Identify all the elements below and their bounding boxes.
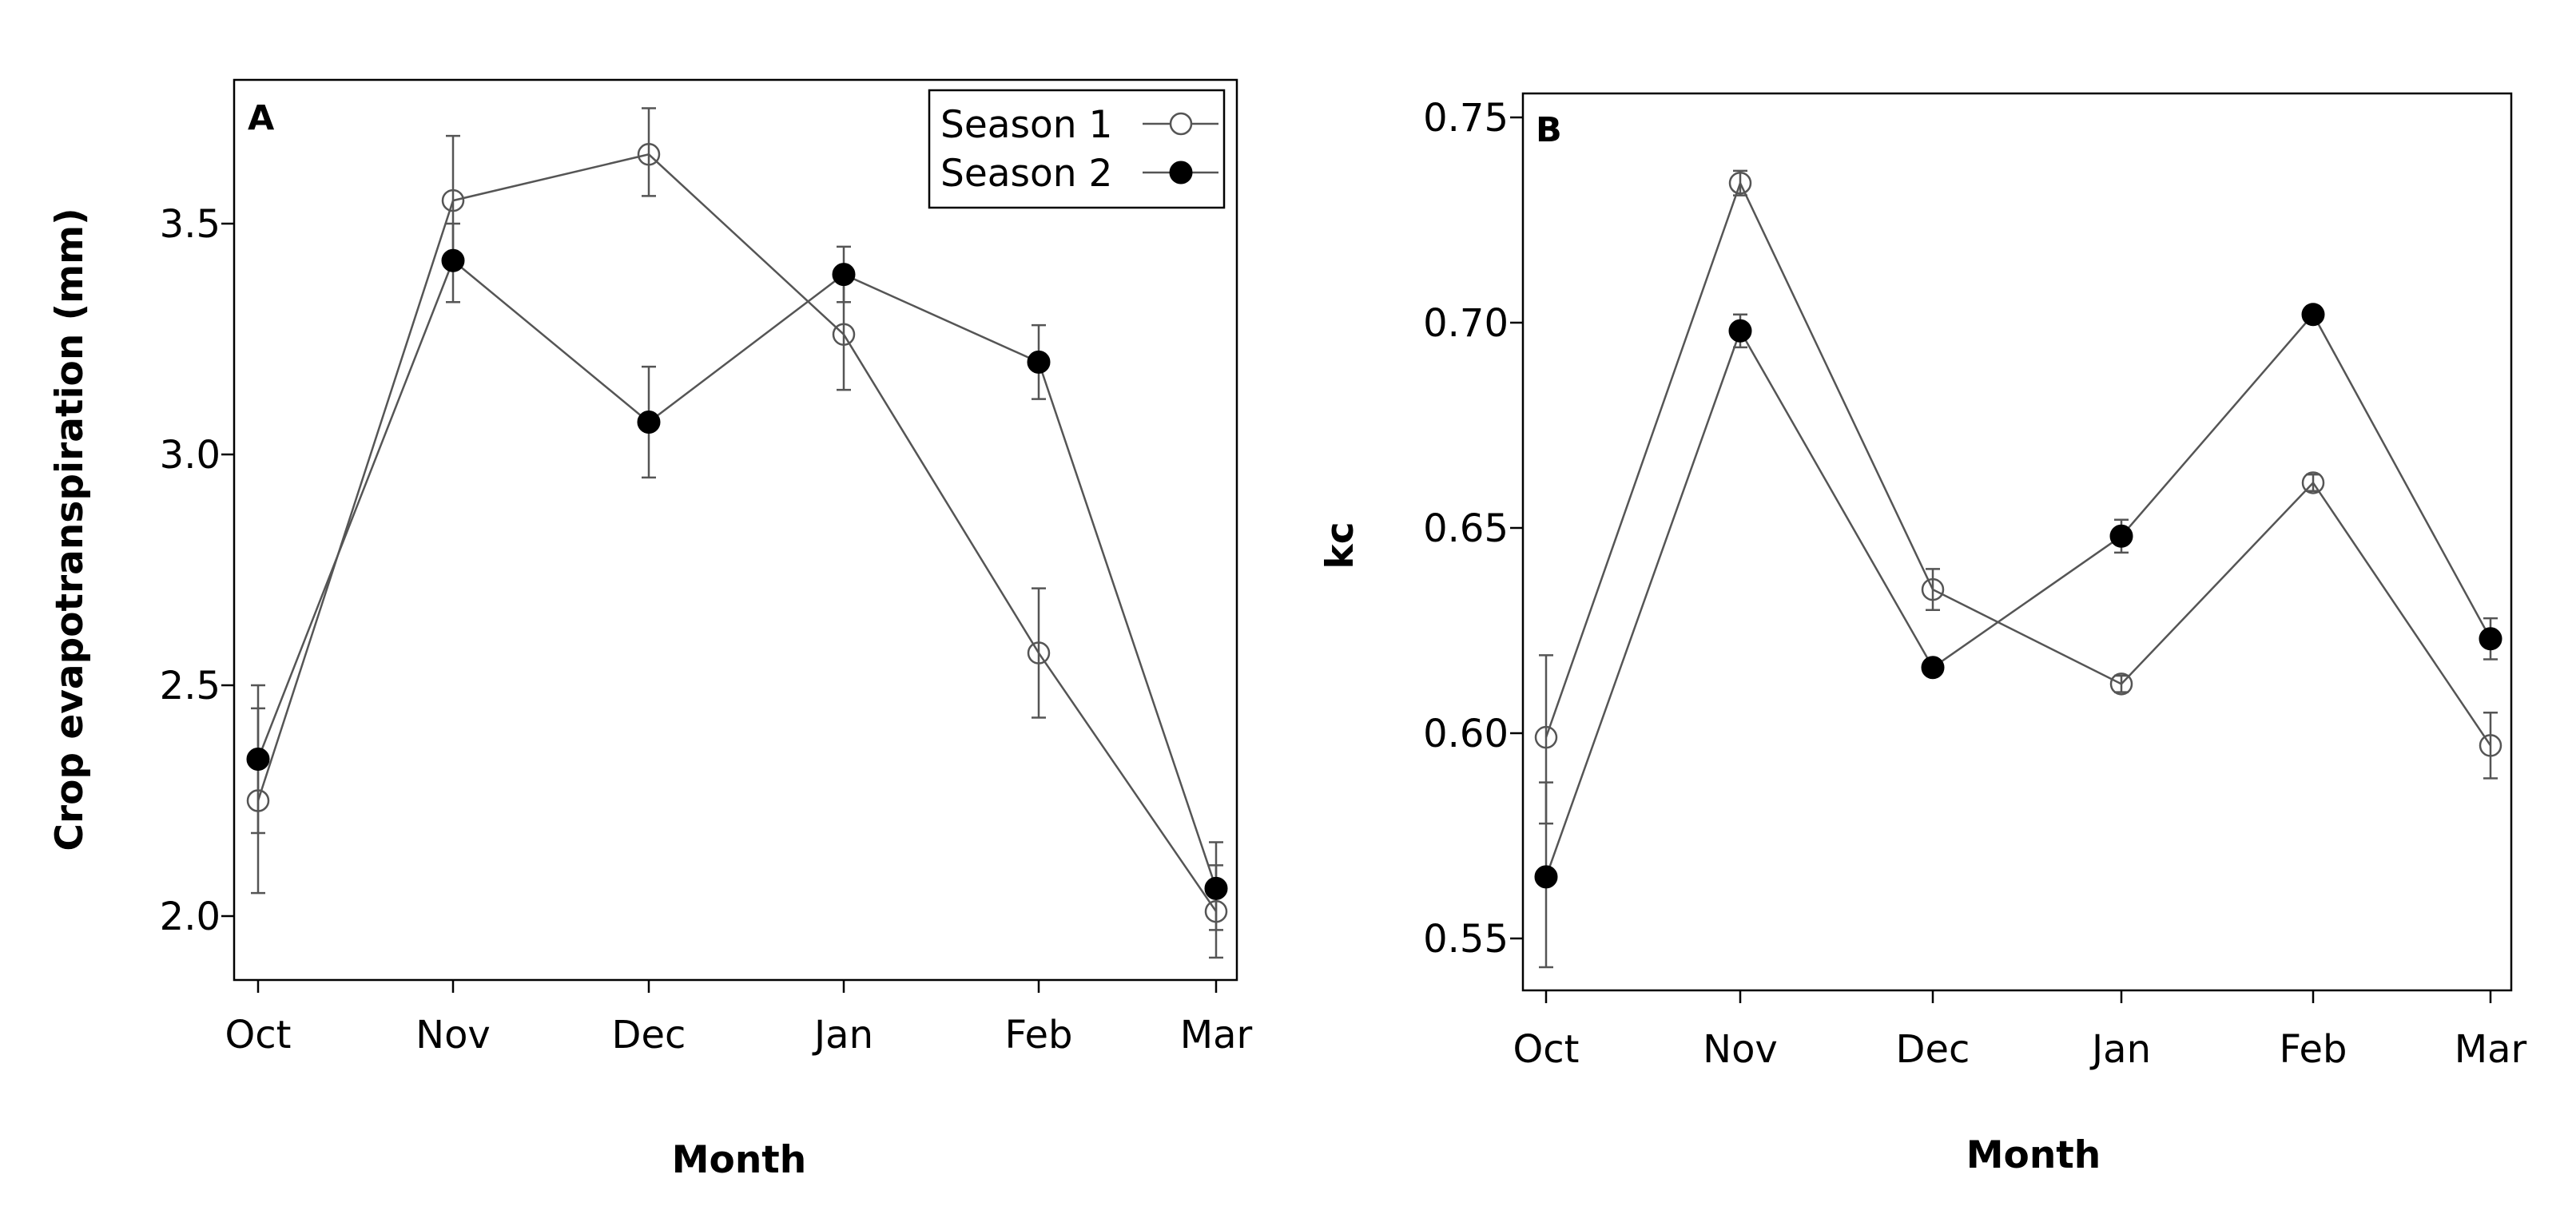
panel-a-y-axis: 2.0 2.5 3.0 3.5 [160, 202, 234, 939]
data-point-season-2 [1921, 656, 1945, 680]
panel-b-series [1534, 169, 2502, 969]
data-point-season-1 [2109, 672, 2133, 696]
data-point-season-1 [1027, 641, 1051, 665]
y-tick-label: 0.75 [1423, 96, 1509, 141]
data-point-season-2 [1204, 876, 1228, 900]
data-point-season-2 [1027, 350, 1051, 374]
data-point-season-1 [246, 789, 270, 812]
panel-b-x-axis: Oct Nov Dec Jan Feb Mar [1513, 990, 2527, 1072]
data-point-season-1 [832, 323, 856, 346]
data-point-season-1 [1921, 577, 1945, 601]
y-tick-label: 2.0 [160, 895, 221, 939]
data-point-season-1 [1728, 171, 1752, 195]
panel-a-y-title: Crop evapotranspiration (mm) [48, 208, 92, 851]
x-tick-label: Feb [2280, 1027, 2347, 1072]
y-tick-label: 3.5 [160, 202, 221, 247]
data-point-season-2 [2479, 627, 2502, 651]
panel-b-x-title: Month [1966, 1133, 2101, 1177]
series-line-season-2 [1544, 312, 2492, 878]
panel-b-chart: B 0.55 0.60 0.65 0.70 0.75 Oct Nov Dec Jan Feb Ma… [1318, 92, 2527, 1177]
panel-a-plot-frame [233, 78, 1238, 982]
y-tick-label: 0.70 [1423, 301, 1509, 346]
data-point-season-1 [1204, 899, 1228, 923]
data-point-season-1 [637, 143, 661, 166]
legend-label-season-1: Season 1 [940, 103, 1112, 147]
panel-b-plot-frame [1521, 92, 2513, 992]
panel-a-chart: A 2.02.53.03.5 Oct Nov Dec Jan Feb Mar Month … [48, 78, 1253, 1182]
series-line-season-1 [256, 153, 1218, 912]
data-point-season-2 [637, 411, 661, 434]
series-line-season-1 [1544, 180, 2492, 747]
legend-box [928, 89, 1226, 209]
panel-b-y-title: kc [1318, 522, 1362, 569]
legend: Season 1 Season 2 [928, 89, 1226, 209]
x-tick-label: Dec [1896, 1027, 1970, 1072]
legend-marker-season-1 [1169, 112, 1193, 136]
data-point-season-2 [1728, 319, 1752, 343]
legend-marker-season-2 [1169, 161, 1193, 184]
data-point-season-2 [1534, 865, 1558, 889]
data-point-season-1 [1534, 725, 1558, 749]
y-tick-label: 3.0 [160, 433, 221, 478]
x-tick-label: Jan [812, 1013, 873, 1057]
x-tick-label: Oct [225, 1013, 292, 1057]
panel-b-label: B [1536, 110, 1562, 150]
series-line-season-2 [256, 259, 1218, 889]
panel-a-series [246, 107, 1228, 959]
data-point-season-2 [441, 248, 465, 272]
x-tick-label: Feb [1005, 1013, 1073, 1057]
x-tick-label: Dec [612, 1013, 686, 1057]
panel-a-x-axis: Oct Nov Dec Jan Feb Mar [225, 980, 1253, 1057]
x-tick-label: Nov [415, 1013, 491, 1057]
x-tick-label: Jan [2089, 1027, 2151, 1072]
data-point-season-2 [246, 747, 270, 771]
x-tick-label: Mar [1180, 1013, 1253, 1057]
y-tick-label: 0.55 [1423, 917, 1509, 962]
x-tick-label: Oct [1513, 1027, 1580, 1072]
data-point-season-2 [832, 263, 856, 287]
panel-a-x-title: Month [672, 1138, 806, 1182]
data-point-season-2 [2301, 303, 2325, 327]
data-point-season-1 [441, 188, 465, 212]
legend-label-season-2: Season 2 [940, 152, 1112, 196]
panel-a-label: A [248, 98, 275, 138]
y-tick-label: 0.65 [1423, 506, 1509, 551]
data-point-season-2 [2109, 524, 2133, 548]
panel-b-y-axis: 0.55 0.60 0.65 0.70 0.75 [1423, 96, 1523, 962]
data-point-season-1 [2301, 471, 2325, 494]
y-tick-label: 2.5 [160, 664, 221, 708]
data-point-season-1 [2479, 734, 2502, 757]
x-tick-label: Nov [1703, 1027, 1778, 1072]
x-tick-label: Mar [2455, 1027, 2527, 1072]
y-tick-label: 0.60 [1423, 712, 1509, 756]
